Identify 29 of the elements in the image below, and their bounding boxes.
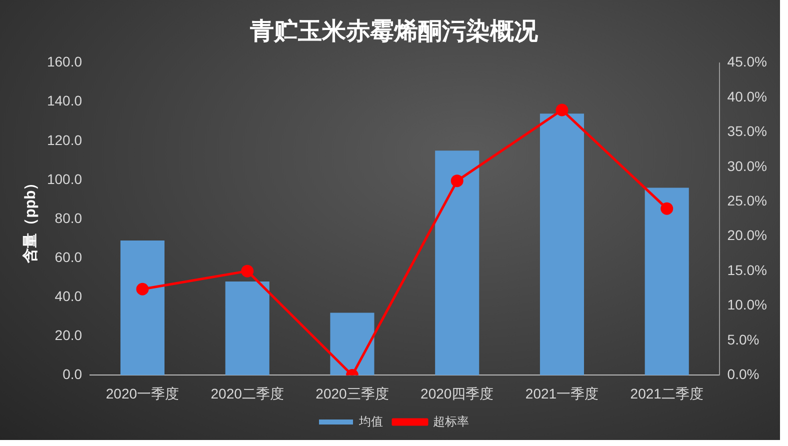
- y2-tick-label: 25.0%: [727, 192, 768, 209]
- x-tick-label: 2020一季度: [106, 385, 180, 402]
- y-tick-label: 20.0: [54, 327, 82, 344]
- y2-tick-label: 45.0%: [727, 54, 768, 70]
- y2-tick-label: 30.0%: [727, 158, 768, 174]
- legend-label: 超标率: [433, 414, 469, 428]
- y2-tick-label: 0.0%: [727, 366, 760, 382]
- y2-tick-label: 15.0%: [727, 262, 768, 278]
- y-tick-label: 140.0: [46, 92, 82, 109]
- y2-tick-label: 40.0%: [727, 88, 768, 104]
- x-tick-label: 2020二季度: [210, 385, 284, 402]
- y2-tick-label: 5.0%: [727, 331, 760, 348]
- y-tick-label: 40.0: [54, 288, 82, 304]
- legend-label: 均值: [358, 414, 383, 428]
- y-tick-label: 60.0: [54, 248, 82, 265]
- y-tick-label: 0.0: [62, 366, 82, 382]
- y-axis-title: 含量（ppb）: [22, 175, 40, 264]
- x-tick-label: 2021一季度: [525, 385, 599, 402]
- chart-title: 青贮玉米赤霉烯酮污染概况: [249, 18, 539, 46]
- y2-tick-label: 10.0%: [727, 296, 768, 313]
- y-tick-label: 80.0: [54, 210, 82, 226]
- x-tick-label: 2021二季度: [630, 385, 704, 402]
- y-tick-label: 100.0: [46, 170, 82, 187]
- y2-tick-label: 20.0%: [727, 227, 768, 244]
- y2-tick-label: 35.0%: [727, 123, 768, 140]
- y-tick-label: 160.0: [46, 54, 82, 70]
- x-tick-label: 2020三季度: [316, 385, 389, 402]
- y-tick-label: 120.0: [46, 132, 82, 148]
- x-tick-label: 2020四季度: [420, 385, 494, 402]
